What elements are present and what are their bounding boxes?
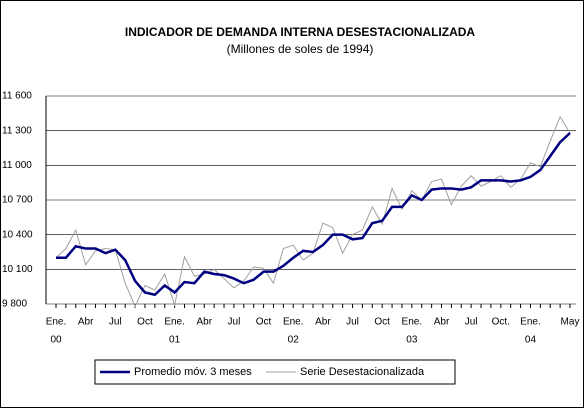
x-tick-label: Jul <box>465 317 478 328</box>
chart-title: INDICADOR DE DEMANDA INTERNA DESESTACION… <box>125 25 476 39</box>
x-year-label: 03 <box>406 335 418 346</box>
legend-label: Promedio móv. 3 meses <box>134 366 252 378</box>
x-year-label: 04 <box>525 335 537 346</box>
x-tick-label: Oct <box>256 317 272 328</box>
x-tick-label: Ene. <box>164 317 185 328</box>
x-year-label: 00 <box>50 335 62 346</box>
x-tick-label: Abr <box>196 317 212 328</box>
x-tick-label: Oct. <box>492 317 510 328</box>
chart-subtitle: (Millones de soles de 1994) <box>227 42 374 56</box>
legend-label: Serie Desestacionalizada <box>300 366 425 378</box>
y-tick-label: 11 300 <box>2 125 32 136</box>
y-tick-label: 10 400 <box>2 229 33 240</box>
x-tick-label: Jul <box>228 317 241 328</box>
x-tick-label: Ene. <box>402 317 423 328</box>
x-tick-label: Abr <box>78 317 94 328</box>
y-tick-label: 11 600 <box>2 91 32 102</box>
x-year-label: 01 <box>169 335 181 346</box>
y-tick-label: 10 700 <box>2 195 33 206</box>
x-tick-label: Ene. <box>46 317 67 328</box>
x-year-label: 02 <box>288 335 300 346</box>
x-tick-label: Oct <box>374 317 390 328</box>
y-tick-label: 9 800 <box>2 299 27 310</box>
x-tick-label: Jul <box>346 317 359 328</box>
series-line <box>56 132 571 297</box>
x-tick-label: Ene. <box>283 317 304 328</box>
y-tick-label: 10 100 <box>2 264 33 275</box>
x-tick-label: Abr <box>315 317 331 328</box>
y-tick-label: 11 000 <box>2 160 32 171</box>
x-tick-label: Ene. <box>520 317 541 328</box>
x-tick-label: Oct <box>137 317 153 328</box>
x-tick-label: Abr <box>434 317 450 328</box>
x-tick-label: May <box>561 317 580 328</box>
x-tick-label: Jul <box>109 317 122 328</box>
